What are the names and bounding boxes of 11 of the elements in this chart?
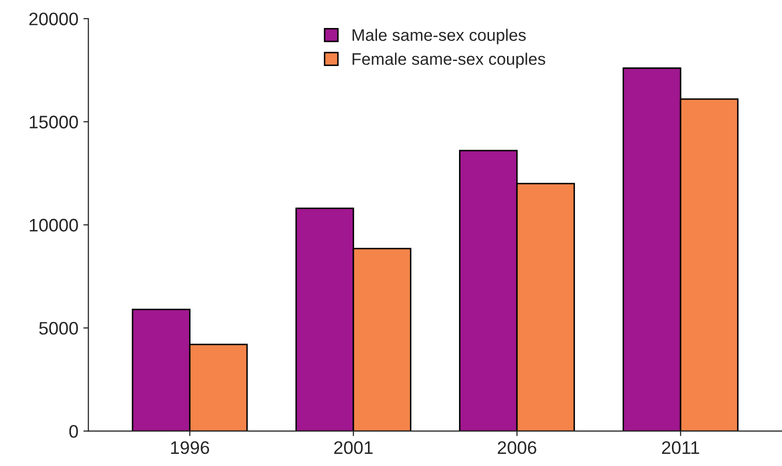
legend-label: Male same-sex couples xyxy=(352,28,526,44)
y-tick-label: 20000 xyxy=(29,12,78,26)
y-tick-label: 5000 xyxy=(39,322,78,335)
x-tick-label: 2006 xyxy=(498,441,536,454)
x-tick-label: 1996 xyxy=(171,441,210,454)
x-tick-label: 2011 xyxy=(662,441,700,454)
y-tick-label: 0 xyxy=(69,424,78,438)
x-tick-label: 2001 xyxy=(334,441,373,454)
legend-label: Female same-sex couples xyxy=(352,52,546,68)
y-tick-label: 10000 xyxy=(30,218,78,232)
y-tick-label: 15000 xyxy=(30,116,78,128)
